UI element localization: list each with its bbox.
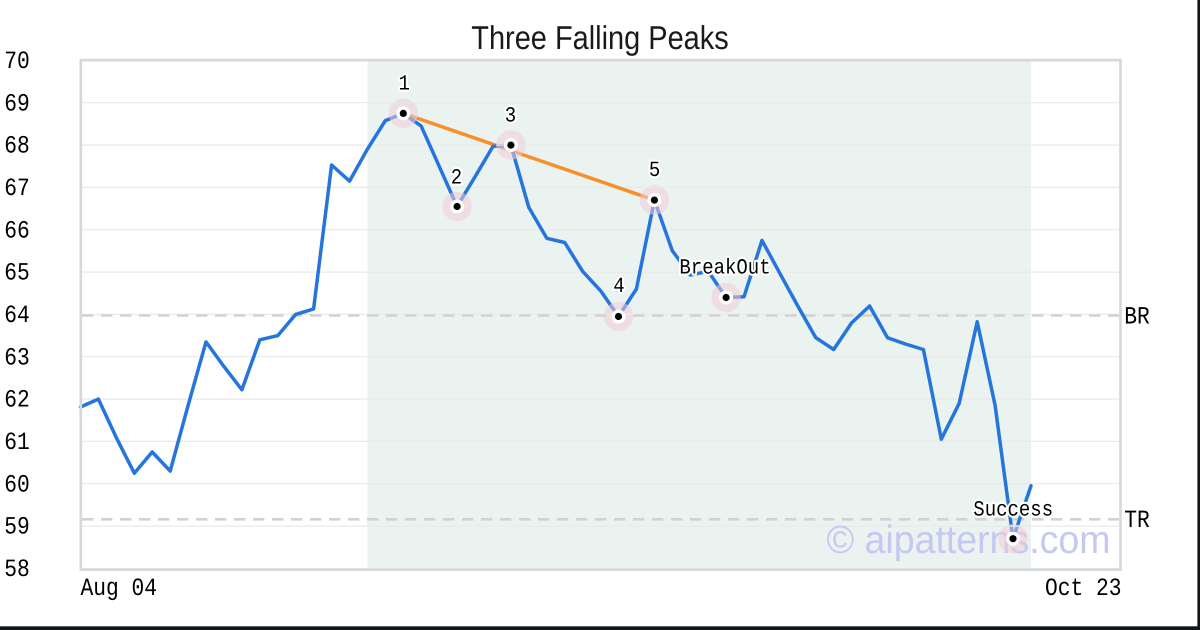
svg-text:58: 58: [4, 556, 30, 584]
svg-text:© aipatterns.com: © aipatterns.com: [827, 517, 1111, 561]
svg-text:Three Falling Peaks: Three Falling Peaks: [471, 20, 728, 56]
svg-text:TR: TR: [1124, 507, 1150, 535]
svg-text:70: 70: [4, 48, 30, 76]
svg-text:69: 69: [4, 90, 30, 118]
svg-text:Success: Success: [973, 498, 1053, 523]
svg-text:1: 1: [398, 72, 409, 97]
svg-text:5: 5: [649, 159, 660, 184]
svg-text:BR: BR: [1124, 304, 1150, 332]
svg-text:59: 59: [4, 514, 30, 542]
svg-text:BreakOut: BreakOut: [679, 256, 770, 281]
svg-text:3: 3: [505, 104, 516, 129]
svg-text:Oct 23: Oct 23: [1045, 575, 1122, 603]
svg-text:4: 4: [613, 275, 624, 300]
svg-text:65: 65: [4, 260, 30, 288]
svg-text:Aug 04: Aug 04: [81, 575, 158, 603]
svg-text:67: 67: [4, 175, 30, 203]
svg-text:63: 63: [4, 344, 30, 372]
svg-text:68: 68: [4, 133, 30, 161]
svg-text:60: 60: [4, 471, 30, 499]
svg-text:61: 61: [4, 429, 30, 457]
svg-text:66: 66: [4, 217, 30, 245]
svg-text:62: 62: [4, 387, 30, 415]
svg-text:2: 2: [451, 166, 462, 191]
svg-text:64: 64: [4, 302, 30, 330]
